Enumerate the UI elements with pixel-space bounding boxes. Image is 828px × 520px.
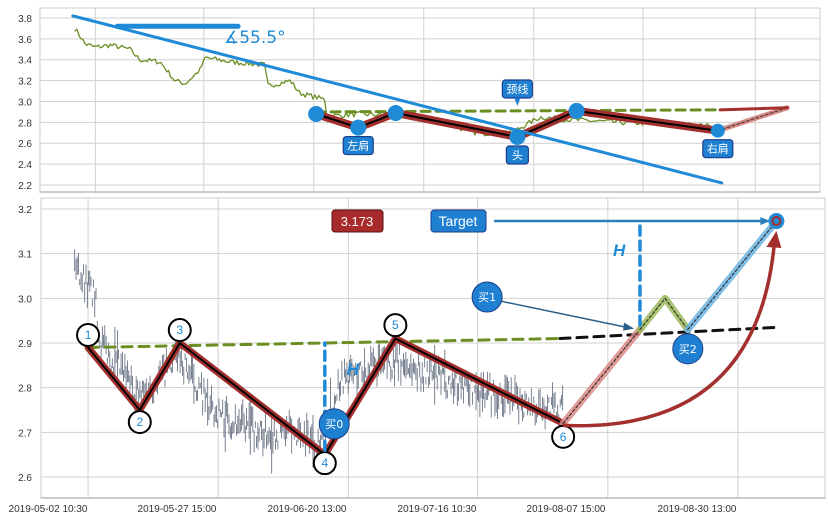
height-label: H xyxy=(613,241,626,260)
buy-point-marker: 买0 xyxy=(318,408,350,440)
top-y-tick-label: 3.4 xyxy=(18,56,32,67)
bottom-y-tick-label: 2.6 xyxy=(18,473,32,484)
target-point-ring xyxy=(771,216,782,227)
pattern-marker-circle xyxy=(76,322,101,347)
bottom-y-tick-label: 3.2 xyxy=(18,205,32,216)
pattern-marker: 5 xyxy=(383,313,408,338)
pattern-marker-circle xyxy=(383,313,408,338)
trendline xyxy=(71,14,724,185)
neckline-label-pointer xyxy=(514,98,521,106)
pattern-label: 头 xyxy=(505,145,529,165)
pattern-point xyxy=(710,123,725,138)
neckline-extension xyxy=(558,325,778,341)
breakout-line-dash xyxy=(562,329,641,424)
bottom-y-tick-label: 2.9 xyxy=(18,339,32,350)
bottom-y-tick-label: 2.8 xyxy=(18,384,32,395)
pattern-marker: 4 xyxy=(312,451,337,476)
bottom-panel: 2.6 2.7 2.8 2.9 3.0 3.1 3.2 2019-05-02 10:30 201… xyxy=(9,197,826,515)
bottom-y-tick-label: 2.7 xyxy=(18,428,32,439)
target-value-text: 3.173 xyxy=(341,214,374,229)
top-y-tick-label: 3.8 xyxy=(18,14,32,25)
pattern-label: 右肩 xyxy=(702,139,734,159)
pattern-point xyxy=(350,119,367,136)
pattern-marker: 1 xyxy=(76,322,101,347)
pattern-marker-text: 3 xyxy=(176,323,183,337)
x-tick-label: 2019-05-02 10:30 xyxy=(9,504,88,515)
top-y-tick-label: 2.8 xyxy=(18,118,32,129)
top-y-tick-label: 2.6 xyxy=(18,139,32,150)
pattern-line-inner xyxy=(87,337,565,456)
neckline-extension xyxy=(718,106,789,112)
top-y-tick-label: 2.4 xyxy=(18,160,32,171)
pattern-marker: 3 xyxy=(167,318,192,343)
bottom-y-tick-label: 3.1 xyxy=(18,250,32,261)
buy-point-text: 买1 xyxy=(478,291,496,304)
target-label-text: Target xyxy=(439,213,478,229)
pattern-marker: 2 xyxy=(127,410,152,435)
buy-point-marker: 买2 xyxy=(672,333,704,365)
pattern-label-box xyxy=(342,135,374,156)
pattern-marker-circle xyxy=(167,318,192,343)
pattern-label-box xyxy=(505,145,529,165)
target-value-box xyxy=(331,209,384,233)
pattern-marker-text: 5 xyxy=(392,318,399,332)
buy-point-text: 买2 xyxy=(679,343,697,356)
pattern-point xyxy=(308,106,325,123)
top-panel: 2.2 2.4 2.6 2.8 3.0 3.2 3.4 3.6 3.8 左肩头 右肩 颈线 ∡55.5° xyxy=(18,7,821,193)
pattern-marker-circle xyxy=(127,410,152,435)
arrowhead-icon xyxy=(760,217,771,226)
neckline xyxy=(86,337,562,349)
top-y-tick-label: 2.2 xyxy=(18,181,32,192)
pattern-marker-text: 1 xyxy=(85,328,92,342)
target-value-label: 3.173 xyxy=(331,209,384,233)
pattern-marker: 6 xyxy=(551,424,576,449)
rally-line-dash xyxy=(687,220,777,331)
pattern-label: 左肩 xyxy=(342,135,374,156)
buy-point-circle xyxy=(672,333,704,365)
pattern-marker-text: 6 xyxy=(560,430,567,444)
x-tick-label: 2019-06-20 13:00 xyxy=(268,504,347,515)
top-y-tick-label: 3.0 xyxy=(18,97,32,108)
top-y-tick-label: 3.2 xyxy=(18,77,32,88)
buy-pointer-line xyxy=(499,300,629,329)
projection-curve-arrow xyxy=(563,242,777,428)
pattern-point xyxy=(509,128,526,145)
buy-point-circle xyxy=(471,281,503,313)
pattern-point xyxy=(568,102,585,119)
x-tick-label: 2019-07-16 10:30 xyxy=(398,504,477,515)
neckline-label-text: 颈线 xyxy=(506,82,528,96)
pattern-marker-text: 4 xyxy=(321,456,328,470)
bottom-plot-frame xyxy=(40,197,826,499)
buy-point-circle xyxy=(318,408,350,440)
target-point xyxy=(768,213,785,230)
projection-line-dash xyxy=(717,107,788,132)
height-label: H xyxy=(347,360,360,379)
neckline xyxy=(314,108,722,114)
pattern-label-text: 头 xyxy=(512,149,523,162)
pattern-label-box xyxy=(702,139,734,159)
neckline-label: 颈线 xyxy=(501,79,533,106)
top-y-tick-label: 3.6 xyxy=(18,35,32,46)
arrowhead-icon xyxy=(766,231,782,249)
buy-point-text: 买0 xyxy=(325,418,343,431)
target-label: Target xyxy=(430,209,487,233)
angle-label: ∡55.5° xyxy=(224,28,286,48)
pattern-marker-text: 2 xyxy=(136,415,143,429)
pattern-label-text: 左肩 xyxy=(347,139,369,153)
pattern-marker-circle xyxy=(312,451,337,476)
bottom-y-tick-label: 3.0 xyxy=(18,294,32,305)
target-label-box xyxy=(430,209,487,233)
pattern-label-text: 右肩 xyxy=(707,142,729,156)
x-tick-label: 2019-08-07 15:00 xyxy=(527,504,606,515)
pattern-point xyxy=(387,104,404,121)
x-tick-label: 2019-08-30 13:00 xyxy=(658,504,737,515)
x-tick-label: 2019-05-27 15:00 xyxy=(138,504,217,515)
retest-line-dash xyxy=(639,297,689,331)
arrowhead-icon xyxy=(623,322,635,331)
buy-point-marker: 买1 xyxy=(471,281,503,313)
